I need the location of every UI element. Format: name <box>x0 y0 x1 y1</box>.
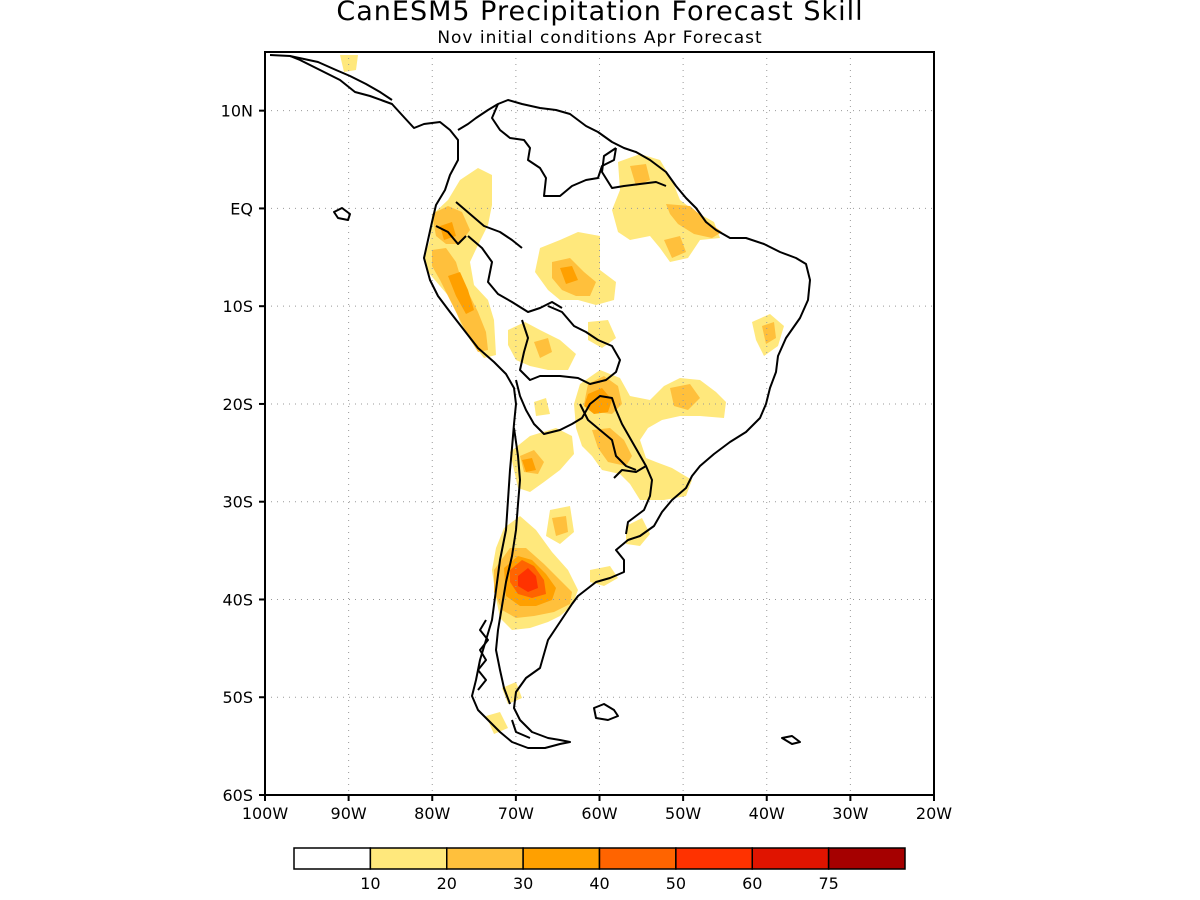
y-tick-label: 30S <box>222 493 253 512</box>
colorbar-swatch <box>751 847 830 870</box>
colorbar-swatch <box>827 847 906 870</box>
colorbar-label: 10 <box>360 874 380 893</box>
skill-region-guiana-core <box>630 164 650 186</box>
y-tick-label: 60S <box>222 786 253 805</box>
skill-region-amapa <box>666 204 722 238</box>
south-america-coastline <box>269 54 811 749</box>
skill-region-paraguay-south <box>592 428 632 466</box>
border-guianas <box>601 147 667 189</box>
y-tick-label: EQ <box>230 199 253 218</box>
skill-region-paraguay-peak <box>584 388 612 414</box>
x-tick-label: 20W <box>916 804 952 823</box>
border-chile-argentina <box>495 427 521 705</box>
x-tick-label: 90W <box>331 804 367 823</box>
map-title: CanESM5 Precipitation Forecast Skill <box>336 0 864 27</box>
skill-region-mato-grosso <box>670 384 700 410</box>
border-brazil-bolivia <box>519 305 621 385</box>
latitude-axis: 10N EQ 10S 20S 30S 40S 50S 60S <box>221 102 265 805</box>
colorbar-swatch <box>446 847 524 870</box>
y-tick-label: 10S <box>222 297 253 316</box>
x-tick-label: 30W <box>832 804 868 823</box>
x-tick-label: 70W <box>498 804 534 823</box>
colorbar-label: 50 <box>666 874 686 893</box>
skill-region-brazil-east <box>762 322 776 344</box>
border-colombia-venezuela <box>491 103 617 197</box>
colorbar-label: 30 <box>513 874 533 893</box>
y-tick-label: 20S <box>222 395 253 414</box>
colorbar-label: 20 <box>437 874 457 893</box>
border-paraguay <box>579 403 637 471</box>
map-subtitle: Nov initial conditions Apr Forecast <box>437 28 763 48</box>
y-tick-label: 40S <box>222 590 253 609</box>
x-tick-label: 60W <box>581 804 617 823</box>
skill-region-neuquen-peak <box>518 568 538 592</box>
border-argentina-brazil <box>625 465 653 535</box>
coast-chiloe-archipelago <box>477 619 489 691</box>
border-tierra-del-fuego <box>511 719 531 739</box>
y-tick-label: 50S <box>222 688 253 707</box>
colorbar-swatch <box>675 847 753 870</box>
colorbar-swatch <box>598 847 677 870</box>
skill-region-atacama <box>534 398 550 416</box>
skill-region-tierra-del-fuego <box>486 712 508 734</box>
x-tick-label: 80W <box>414 804 450 823</box>
skill-region-rondonia <box>588 320 616 348</box>
island-malvinas <box>593 703 619 721</box>
colorbar: 10 20 30 40 50 60 75 <box>293 847 906 893</box>
skill-region-amazon-peak <box>560 266 578 284</box>
skill-region-para <box>664 236 686 258</box>
border-peru-brazil <box>467 235 563 313</box>
island-south-georgia <box>781 735 801 745</box>
skill-shading-layer <box>340 55 784 734</box>
border-colombia-peru <box>455 201 523 249</box>
colorbar-swatch <box>293 847 372 870</box>
colorbar-swatch <box>369 847 448 870</box>
colorbar-label: 75 <box>818 874 838 893</box>
longitude-axis: 100W 90W 80W 70W 60W 50W 40W 30W 20W <box>242 795 952 823</box>
skill-region-bolivia-core <box>534 338 552 358</box>
x-tick-label: 50W <box>665 804 701 823</box>
central-america-coastline <box>289 55 393 101</box>
x-tick-label: 100W <box>242 804 289 823</box>
island-galapagos <box>333 207 351 221</box>
border-ecuador <box>435 225 467 245</box>
skill-region-cordoba-core <box>552 516 568 536</box>
y-tick-label: 10N <box>221 102 253 121</box>
skill-region-caribbean <box>340 55 358 72</box>
coastline-layer <box>269 54 811 749</box>
colorbar-swatch <box>522 847 601 870</box>
x-tick-label: 40W <box>749 804 785 823</box>
skill-region-andes-north <box>522 458 536 472</box>
skill-region-peru-peak <box>448 272 474 314</box>
colorbar-label: 40 <box>589 874 609 893</box>
colorbar-label: 60 <box>742 874 762 893</box>
